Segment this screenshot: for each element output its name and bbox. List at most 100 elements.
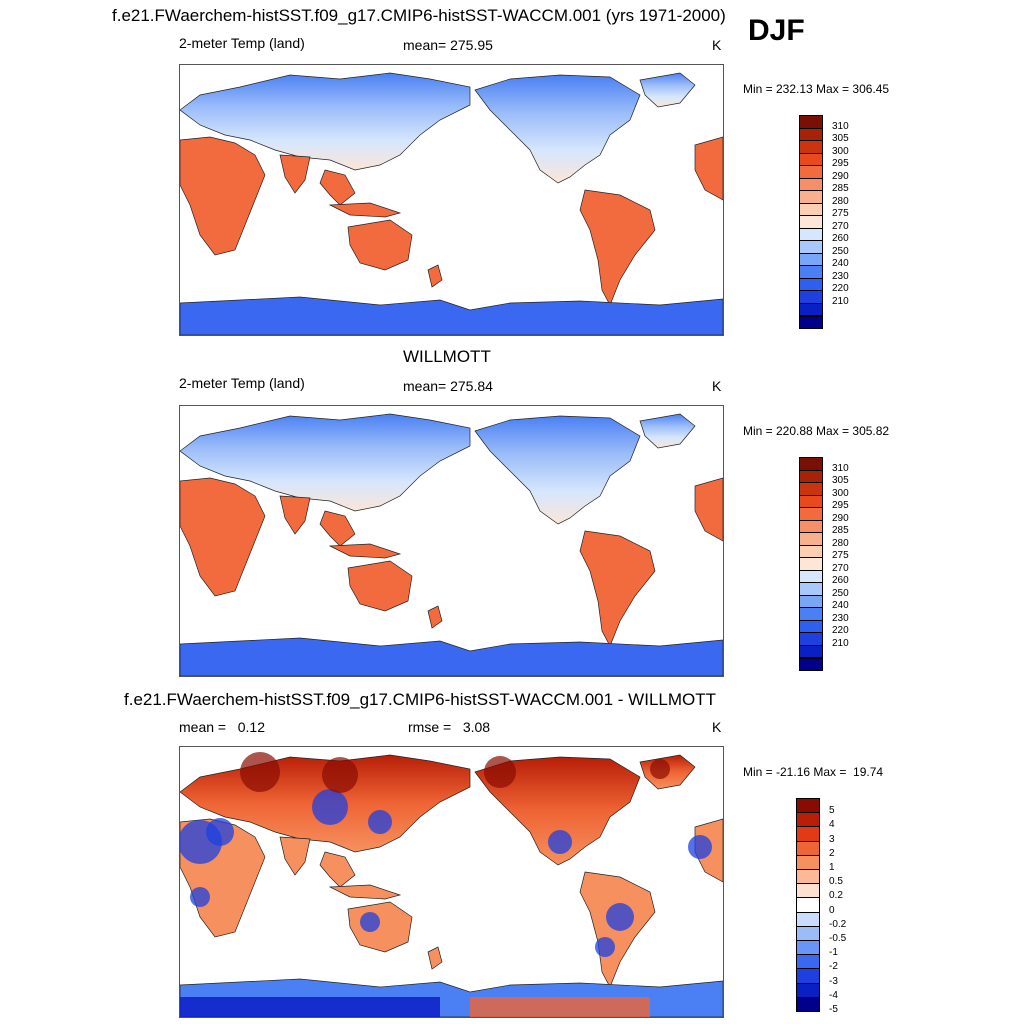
colorbar-swatch [799, 177, 823, 192]
colorbar-tick-label: 280 [832, 537, 849, 549]
colorbar-tick-label: 5 [829, 805, 835, 817]
colorbar-tick-label: 220 [832, 283, 849, 295]
negative-bias-patch [190, 887, 210, 907]
colorbar-swatch [796, 911, 820, 927]
continent-indonesia [328, 202, 402, 218]
continent-seasia [319, 510, 356, 547]
negative-bias-patch [206, 818, 234, 846]
colorbar-swatch [799, 115, 823, 129]
colorbar-swatch [796, 826, 820, 842]
colorbar-swatch [796, 869, 820, 885]
colorbar-tick-label: 305 [832, 475, 849, 487]
colorbar-tick-label: 270 [832, 220, 849, 232]
colorbar-swatch [799, 190, 823, 204]
colorbar-swatch [799, 494, 823, 509]
colorbar-tick-label: 250 [832, 587, 849, 599]
colorbar-swatch [799, 165, 823, 179]
colorbar-tick-label: -3 [829, 975, 838, 987]
world-map-svg [180, 72, 723, 335]
colorbar-swatch [799, 290, 823, 304]
continent-greenland [639, 413, 696, 449]
colorbar-tick-label: 230 [832, 612, 849, 624]
colorbar-tick-label: 260 [832, 233, 849, 245]
panel3-rmse-label: rmse = 3.08 [408, 719, 491, 735]
colorbar-tick-label: 310 [832, 462, 849, 474]
colorbar-tick-label: 4 [829, 819, 835, 831]
colorbar-swatch [799, 607, 823, 621]
continent-indonesia [328, 543, 402, 559]
negative-bias-patch [312, 789, 348, 825]
panel3-colorbar: 5 4 3 2 1 0.5 0.2 0 -0.2 -0.5 -1 -2 -3 -4 -5 [796, 798, 846, 1015]
panel2-minmax-label: Min = 220.88 Max = 305.82 [743, 424, 890, 438]
world-map-svg [180, 752, 723, 1017]
continent-africa [180, 136, 266, 256]
positive-bias-patch [240, 752, 280, 792]
colorbar-tick-label: -1 [829, 947, 838, 959]
colorbar-swatch [796, 840, 820, 856]
negative-bias-patch [688, 835, 712, 859]
antarctic-negative-bias [180, 997, 440, 1017]
panel1-minmax-label: Min = 232.13 Max = 306.45 [743, 82, 890, 96]
colorbar-tick-label: -0.2 [829, 918, 847, 930]
panel2-map [179, 405, 724, 677]
continent-australia [347, 560, 413, 612]
colorbar-swatch [796, 798, 820, 814]
panel2-title: WILLMOTT [403, 347, 491, 366]
panel3-title: f.e21.FWaerchem-histSST.f09_g17.CMIP6-hi… [124, 690, 717, 709]
colorbar-tick-label: 300 [832, 487, 849, 499]
colorbar-swatch [799, 507, 823, 521]
colorbar-swatch [799, 315, 823, 329]
colorbar-swatch [799, 619, 823, 634]
colorbar-tick-label: 285 [832, 525, 849, 537]
colorbar-swatch [796, 925, 820, 941]
colorbar-swatch [799, 302, 823, 317]
colorbar-tick-label: 0.2 [829, 890, 843, 902]
colorbar-swatch [799, 469, 823, 483]
colorbar-swatch [796, 982, 820, 998]
colorbar-swatch [799, 265, 823, 279]
continent-antarctica [180, 296, 723, 335]
continent-newzealand [427, 946, 443, 970]
colorbar-tick-label: -5 [829, 1004, 838, 1015]
colorbar-tick-label: 1 [829, 862, 835, 873]
colorbar-swatch [799, 519, 823, 534]
colorbar-tick-label: 2 [829, 847, 835, 859]
colorbar-tick-label: 240 [832, 258, 849, 270]
continent-seasia [319, 851, 356, 888]
panel3-units-label: K [712, 719, 722, 735]
colorbar-tick-label: 210 [832, 295, 849, 307]
negative-bias-patch [595, 937, 615, 957]
colorbar-tick-label: 295 [832, 158, 849, 170]
continent-samerica [579, 189, 656, 306]
panel2-mean-label: mean= 275.84 [403, 378, 493, 394]
continent-namerica [474, 756, 641, 866]
colorbar-tick-label: 240 [832, 600, 849, 612]
colorbar-tick-label: -0.5 [829, 933, 847, 944]
positive-bias-patch [484, 756, 516, 788]
continent-india [279, 495, 311, 535]
colorbar-swatch [796, 897, 820, 913]
colorbar-swatch [799, 557, 823, 571]
colorbar-swatch [799, 240, 823, 254]
panel3-map [179, 746, 724, 1018]
colorbar-tick-label: 250 [832, 245, 849, 257]
colorbar-swatch [799, 644, 823, 659]
colorbar-tick-label: -2 [829, 961, 838, 973]
colorbar-tick-label: 230 [832, 270, 849, 282]
continent-greenland [639, 72, 696, 108]
colorbar-swatch [799, 457, 823, 471]
colorbar-swatch [796, 940, 820, 956]
positive-bias-patch [650, 759, 670, 779]
negative-bias-patch [548, 830, 572, 854]
colorbar-tick-label: 300 [832, 145, 849, 157]
colorbar-swatch [799, 227, 823, 242]
panel3-minmax-label: Min = -21.16 Max = 19.74 [743, 765, 884, 779]
continent-antarctica [180, 637, 723, 676]
continent-africa [180, 477, 266, 597]
colorbar-swatch [799, 569, 823, 584]
colorbar-swatch [799, 202, 823, 217]
colorbar-swatch [799, 482, 823, 496]
antarctic-positive-bias [470, 997, 650, 1017]
continent-samerica [579, 530, 656, 647]
colorbar-swatch [799, 215, 823, 229]
